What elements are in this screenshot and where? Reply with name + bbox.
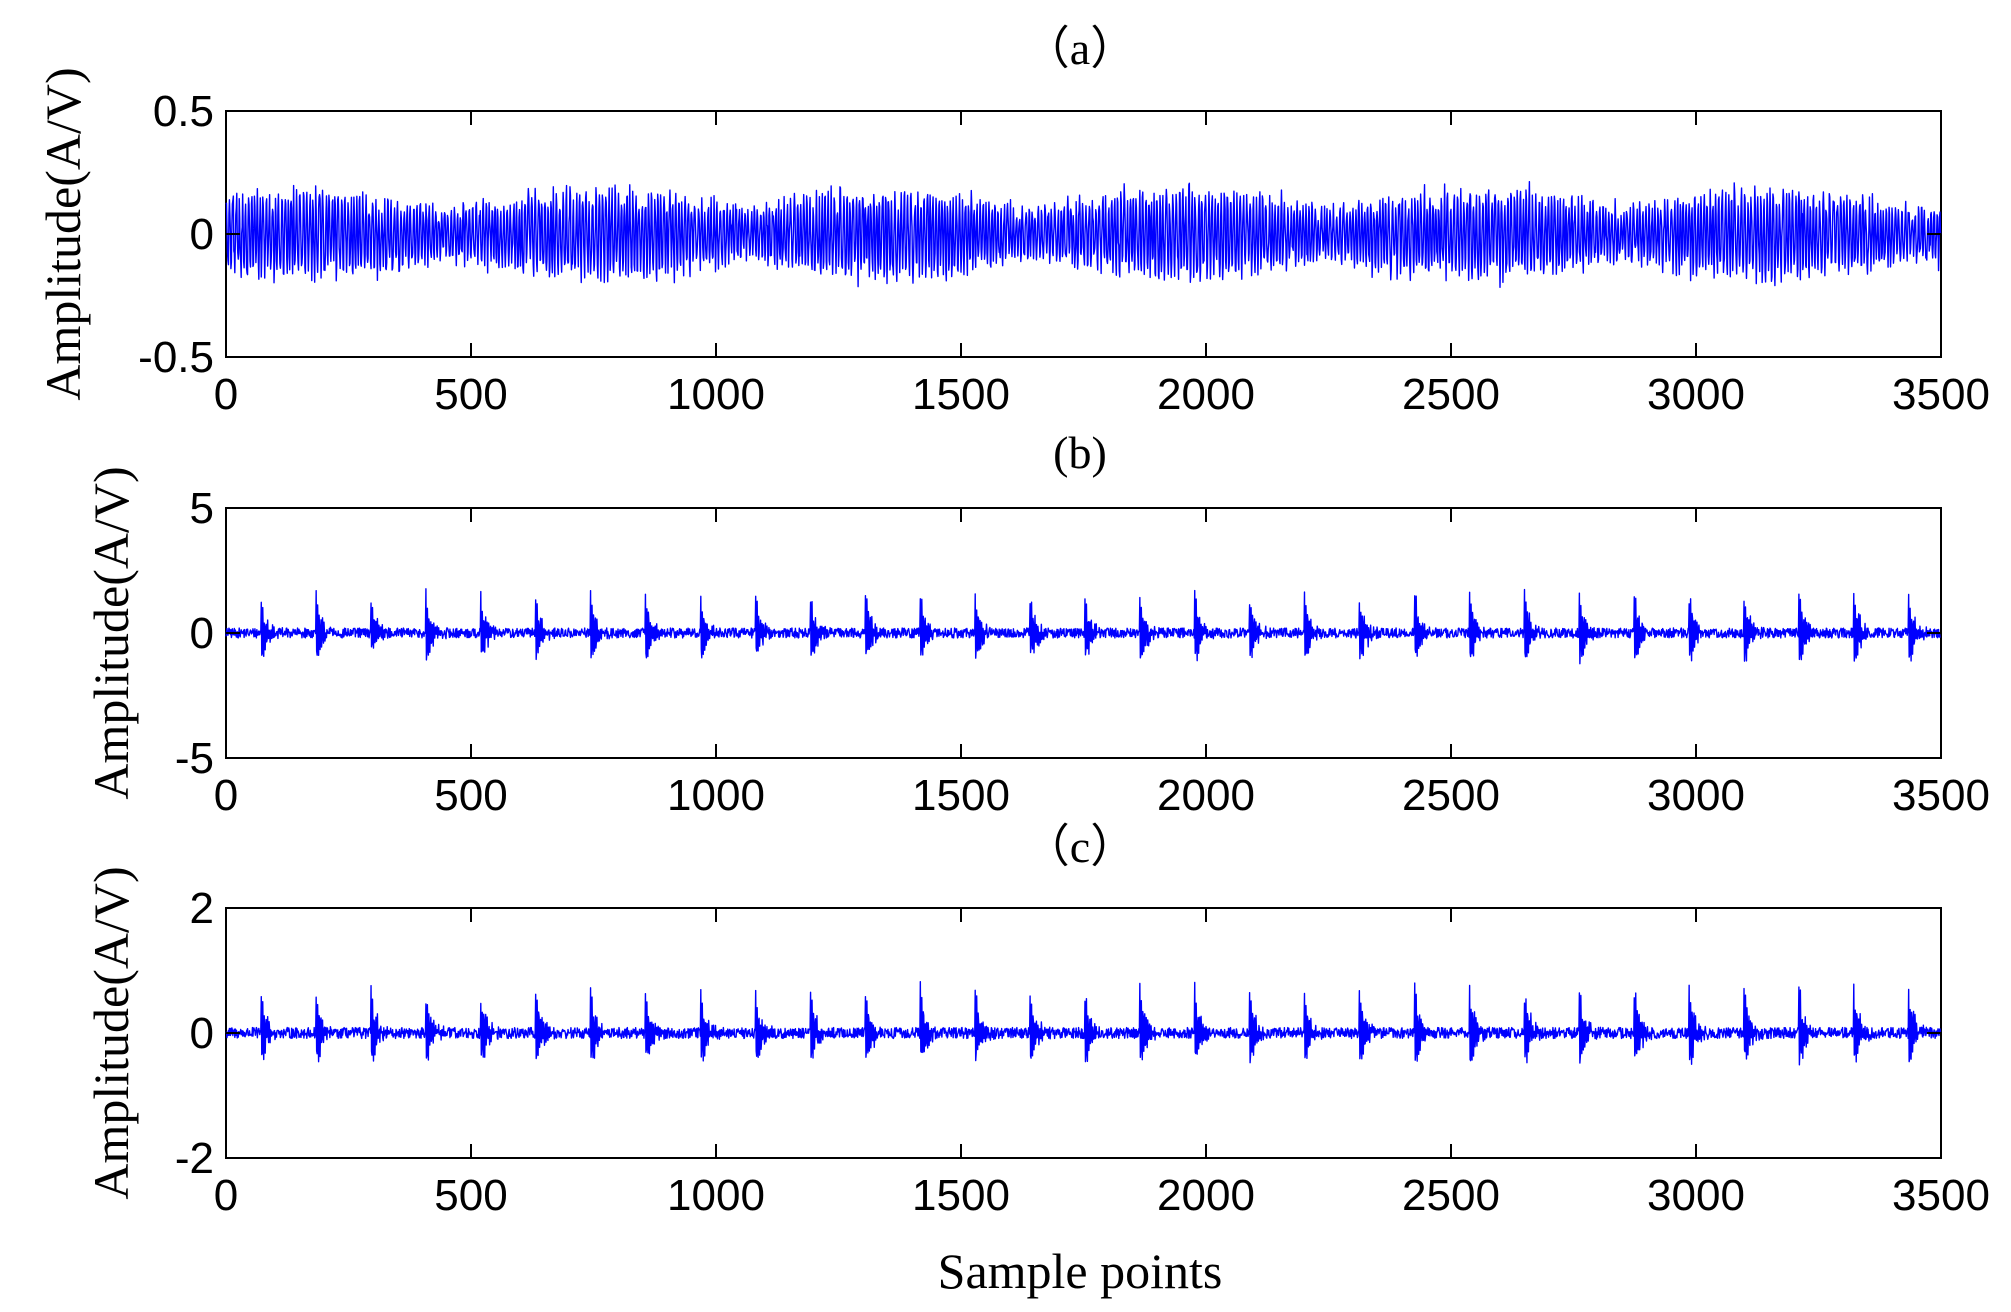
panel-c-title: （c）: [1024, 821, 1136, 872]
panel-c-signal-line: [225, 981, 1942, 1066]
panel-a-signal-line: [225, 180, 1942, 289]
panel-b-title: (b): [1053, 427, 1107, 478]
panel-c-ylabel: Amplitude(A/V): [83, 866, 139, 1199]
panel-c-ytick-label: -2: [175, 1134, 214, 1183]
panel-b-ytick-label: -5: [175, 734, 214, 783]
panel-b-xtick-label: 1500: [912, 771, 1010, 820]
panel-c-xtick-label: 1500: [912, 1171, 1010, 1220]
panel-a-ytick-label: -0.5: [138, 333, 214, 382]
panel-b-xtick-label: 500: [434, 771, 507, 820]
panel-a-title: （a）: [1024, 23, 1136, 74]
panel-b-xtick-label: 2000: [1157, 771, 1255, 820]
panel-a: （a） 0 500 1000 1500 2000 2500 3000 35000.50-0.5…: [35, 23, 1990, 419]
panel-a-xtick-label: 2000: [1157, 370, 1255, 419]
x-axis-label: Sample points: [938, 1243, 1223, 1299]
panel-c-ytick-label: 0: [190, 1009, 214, 1058]
panel-a-xtick-label: 1500: [912, 370, 1010, 419]
panel-c-xtick-label: 2500: [1402, 1171, 1500, 1220]
panel-a-ytick-label: 0.5: [153, 87, 214, 136]
panel-b-ytick-label: 5: [190, 484, 214, 533]
panel-b-ylabel: Amplitude(A/V): [83, 466, 139, 799]
panel-c-xtick-label: 2000: [1157, 1171, 1255, 1220]
panel-c-xtick-label: 1000: [667, 1171, 765, 1220]
panel-a-xtick-label: 1000: [667, 370, 765, 419]
panel-b-xtick-label: 1000: [667, 771, 765, 820]
panel-a-xtick-label: 0: [214, 370, 238, 419]
panel-b-xtick-label: 3000: [1647, 771, 1745, 820]
panel-a-ylabel: Amplitude(A/V): [35, 67, 91, 400]
panel-a-xtick-label: 2500: [1402, 370, 1500, 419]
panel-b-ytick-label: 0: [190, 609, 214, 658]
panel-c-xtick-label: 0: [214, 1171, 238, 1220]
panel-c-xtick-label: 500: [434, 1171, 507, 1220]
panel-c-xtick-label: 3500: [1892, 1171, 1990, 1220]
panel-b-signal-line: [225, 588, 1941, 665]
panel-a-xtick-label: 3500: [1892, 370, 1990, 419]
panel-a-xtick-label: 500: [434, 370, 507, 419]
panel-c-ytick-label: 2: [190, 884, 214, 933]
panel-b-xtick-label: 3500: [1892, 771, 1990, 820]
panel-b-xtick-label: 0: [214, 771, 238, 820]
panel-c-xtick-label: 3000: [1647, 1171, 1745, 1220]
panel-b-xtick-label: 2500: [1402, 771, 1500, 820]
panel-a-ytick-label: 0: [190, 210, 214, 259]
panel-a-xtick-label: 3000: [1647, 370, 1745, 419]
